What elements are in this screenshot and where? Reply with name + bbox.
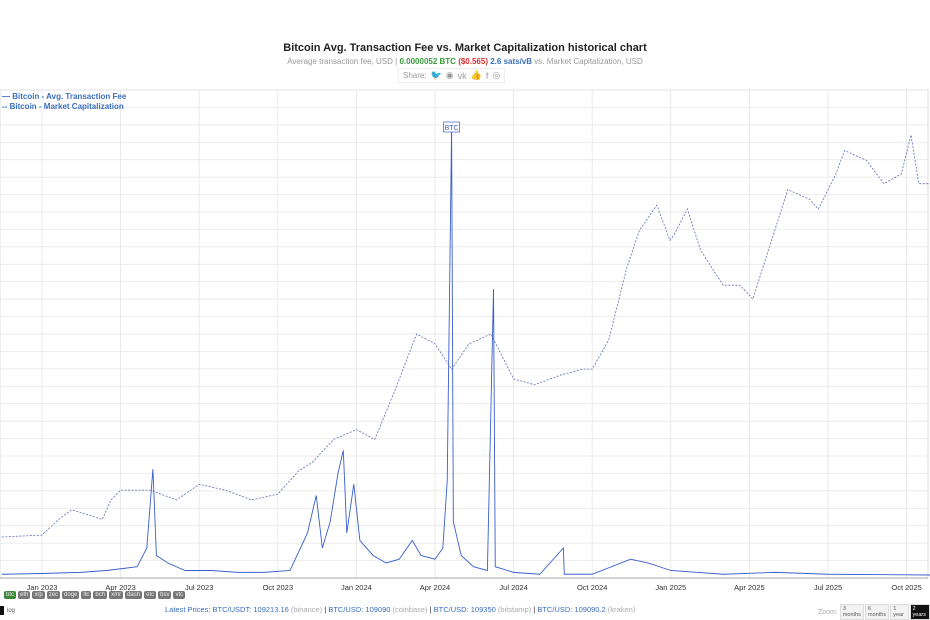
price-pair[interactable]: BTC/USD: 109090 — [328, 605, 393, 614]
price-source: (bitstamp) — [497, 605, 532, 614]
subtitle-suffix: vs. Market Capitalization, USD — [534, 57, 643, 66]
coin-button-vtc[interactable]: vtc — [173, 591, 186, 599]
fee-usd: ($0.565) — [458, 57, 488, 66]
x-tick-label: Jul 2023 — [185, 583, 213, 592]
price-pair[interactable]: BTC/USD: 109350 — [433, 605, 498, 614]
price-pair[interactable]: BTC/USDT: 109213.16 — [212, 605, 291, 614]
x-tick-label: Jan 2025 — [655, 583, 686, 592]
x-tick-label: Jan 2024 — [341, 583, 372, 592]
coin-button-dash[interactable]: dash — [125, 591, 143, 599]
fee-series-line — [1, 127, 930, 576]
share-bar: Share: 🐦 ◉ vk 👍 f ◎ — [398, 68, 506, 83]
coin-button-eth[interactable]: eth — [18, 591, 31, 599]
x-tick-label: Apr 2025 — [734, 583, 764, 592]
chart-title: Bitcoin Avg. Transaction Fee vs. Market … — [283, 42, 647, 54]
x-tick-label: Jan 2023 — [27, 583, 58, 592]
coin-button-bch[interactable]: bch — [93, 591, 108, 599]
log-toggle[interactable]: log — [0, 606, 15, 615]
zoom-label: Zoom: — [818, 608, 838, 616]
fee-sats: 2.6 sats/vB — [490, 57, 533, 66]
chart-legend[interactable]: — Bitcoin - Avg. Transaction Fee -- Bitc… — [2, 92, 126, 112]
chart-subtitle: Average transaction fee, USD | 0.0000052… — [0, 57, 930, 66]
legend-fee[interactable]: — Bitcoin - Avg. Transaction Fee — [2, 92, 127, 101]
price-source: (binance) — [290, 605, 323, 614]
price-pair[interactable]: BTC/USD: 109090.2 — [537, 605, 608, 614]
coin-button-bsv[interactable]: bsv — [158, 591, 172, 599]
coin-selector: btc eth xrp zec doge ltc bch xmr dash etc bsv vtc — [4, 591, 186, 599]
zoom-3-months[interactable]: 3 months — [839, 604, 865, 620]
legend-cap[interactable]: -- Bitcoin - Market Capitalization — [2, 102, 124, 111]
coin-button-zec[interactable]: zec — [46, 591, 61, 599]
market-cap-series-line — [1, 134, 930, 538]
share-label: Share: — [403, 71, 427, 80]
x-tick-label: Oct 2024 — [577, 583, 607, 592]
x-tick-label: Apr 2023 — [105, 583, 135, 592]
zoom-controls: Zoom: 3 months 6 months 1 year 2 years — [818, 604, 930, 620]
price-separator: | — [322, 605, 329, 614]
coin-button-etc[interactable]: etc — [144, 591, 157, 599]
coin-button-btc[interactable]: btc — [4, 591, 17, 599]
coin-button-ltc[interactable]: ltc — [81, 591, 92, 599]
x-tick-label: Jul 2024 — [499, 583, 527, 592]
coin-button-xrp[interactable]: xrp — [32, 591, 45, 599]
price-source: (kraken) — [607, 605, 636, 614]
x-tick-label: Oct 2023 — [263, 583, 293, 592]
x-tick-label: Jul 2025 — [814, 583, 842, 592]
x-tick-label: Oct 2025 — [891, 583, 921, 592]
coin-button-xmr[interactable]: xmr — [109, 591, 124, 599]
facebook-icon[interactable]: f — [485, 70, 489, 81]
subtitle-prefix: Average transaction fee, USD | — [287, 57, 398, 66]
btc-flag-label: BTC — [445, 125, 459, 132]
weibo-icon[interactable]: ◎ — [492, 70, 501, 80]
reddit-icon[interactable]: ◉ — [445, 70, 454, 80]
price-separator: | — [531, 605, 538, 614]
log-label: log — [7, 607, 16, 614]
btc-flag[interactable] — [443, 121, 460, 133]
x-tick-label: Apr 2024 — [420, 583, 450, 592]
zoom-1-year[interactable]: 1 year — [890, 604, 909, 620]
price-source: (coinbase) — [392, 605, 428, 614]
prices-label: Latest Prices: — [165, 605, 211, 614]
price-separator: | — [427, 605, 434, 614]
vk-icon[interactable]: vk — [457, 70, 467, 81]
coin-button-doge[interactable]: doge — [62, 591, 80, 599]
twitter-icon[interactable]: 🐦 — [430, 70, 442, 80]
fee-btc: 0.0000052 BTC — [399, 57, 456, 66]
zoom-2-years[interactable]: 2 years — [909, 604, 930, 620]
latest-prices: Latest Prices: BTC/USDT: 109213.16 (bina… — [165, 605, 635, 614]
like-icon[interactable]: 👍 — [470, 70, 482, 80]
zoom-6-months[interactable]: 6 months — [865, 604, 890, 620]
